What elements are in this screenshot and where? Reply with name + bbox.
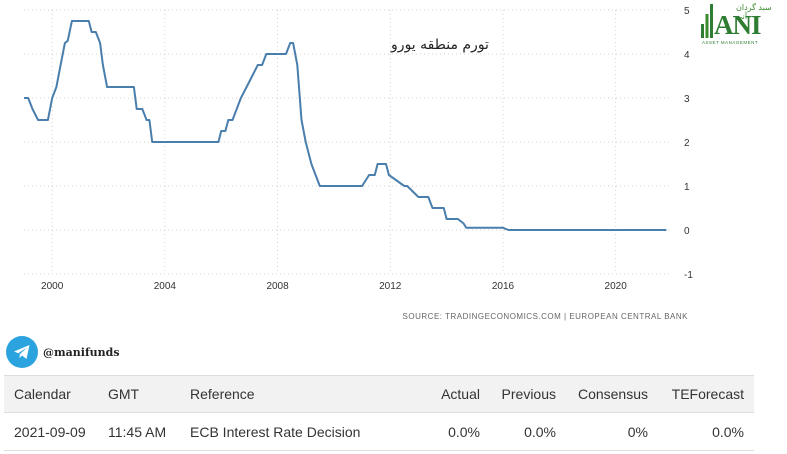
cell-time: 11:45 AM (98, 412, 180, 451)
y-tick-label: 3 (684, 94, 690, 105)
y-tick-label: 0 (684, 226, 690, 237)
table-row[interactable]: 2021-09-09 11:45 AM ECB Interest Rate De… (4, 412, 754, 451)
x-tick-label: 2008 (266, 281, 289, 292)
interest-rate-chart: 2000 2004 2008 2012 2016 2020 5 4 3 2 1 0 -1 تورم م… (24, 6, 693, 321)
x-tick-label: 2012 (379, 281, 402, 292)
y-tick-label: 1 (684, 182, 690, 193)
cell-reference[interactable]: ECB Interest Rate Decision (180, 412, 420, 451)
header-previous: Previous (490, 375, 566, 413)
x-tick-label: 2020 (605, 281, 628, 292)
cell-teforecast: 0.0% (658, 412, 754, 451)
header-teforecast: TEForecast (658, 375, 754, 413)
y-tick-label: 2 (684, 138, 690, 149)
y-tick-label: 5 (684, 6, 690, 17)
channel-handle: @manifunds (43, 345, 120, 359)
x-axis: 2000 2004 2008 2012 2016 2020 (41, 281, 627, 292)
series-group (24, 20, 667, 231)
cell-previous: 0.0% (490, 412, 566, 451)
y-tick-label: -1 (684, 270, 693, 281)
telegram-icon[interactable] (6, 336, 38, 368)
chart-area: 2000 2004 2008 2012 2016 2020 5 4 3 2 1 0 -1 تورم م… (24, 0, 780, 321)
cell-consensus: 0% (566, 412, 658, 451)
header-gmt: GMT (98, 375, 180, 413)
header-reference: Reference (180, 375, 420, 413)
cell-actual: 0.0% (420, 412, 490, 451)
y-axis: 5 4 3 2 1 0 -1 (684, 6, 693, 281)
header-calendar: Calendar (4, 375, 98, 413)
y-tick-label: 4 (684, 50, 690, 61)
economic-calendar-table: Calendar GMT Reference Actual Previous C… (4, 375, 754, 451)
logo-subtitle: ASSET MANAGEMENT (702, 40, 759, 45)
header-consensus: Consensus (566, 375, 658, 413)
x-tick-label: 2016 (492, 281, 515, 292)
chart-title: تورم منطقه یورو (390, 37, 489, 53)
grid (24, 9, 672, 275)
x-tick-label: 2004 (154, 281, 177, 292)
logo-bars-icon (701, 4, 713, 38)
chart-source: SOURCE: TRADINGECONOMICS.COM | EUROPEAN … (403, 312, 689, 321)
logo-mark: ANI (714, 10, 762, 40)
logo-persian-text: سبد گردان آنی (736, 3, 772, 21)
series-line (24, 20, 667, 231)
cell-date: 2021-09-09 (4, 412, 98, 451)
header-actual: Actual (420, 375, 490, 413)
table-header-row: Calendar GMT Reference Actual Previous C… (4, 375, 754, 413)
x-tick-label: 2000 (41, 281, 64, 292)
channel-badge[interactable]: @manifunds (6, 336, 120, 368)
brand-logo: سبد گردان آنی ANI ASSET MANAGEMENT (700, 0, 780, 50)
